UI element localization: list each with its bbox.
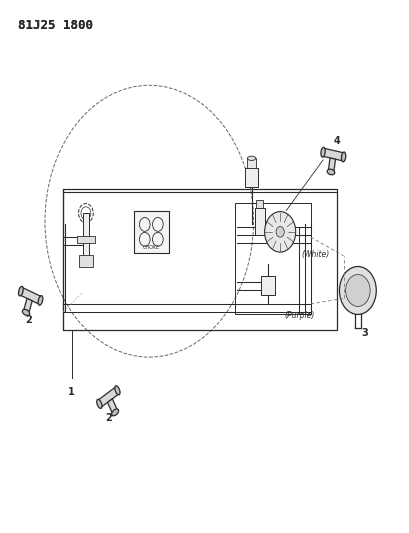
Bar <box>63 189 337 330</box>
Bar <box>235 203 311 314</box>
Ellipse shape <box>342 152 346 162</box>
Bar <box>77 236 95 243</box>
Text: 81J25 1800: 81J25 1800 <box>18 19 93 31</box>
Bar <box>83 213 89 259</box>
Ellipse shape <box>22 309 30 316</box>
Ellipse shape <box>247 156 256 160</box>
Ellipse shape <box>112 409 119 416</box>
Circle shape <box>346 274 370 306</box>
Text: 1: 1 <box>68 387 75 397</box>
Bar <box>247 158 256 168</box>
Text: 2: 2 <box>25 315 32 325</box>
Ellipse shape <box>97 399 102 408</box>
Ellipse shape <box>115 386 120 395</box>
Bar <box>261 276 275 295</box>
Bar <box>255 208 265 235</box>
Polygon shape <box>23 298 32 313</box>
Circle shape <box>339 266 376 314</box>
Ellipse shape <box>327 169 335 175</box>
Text: (White): (White) <box>301 251 330 259</box>
FancyBboxPatch shape <box>134 211 169 253</box>
Text: (Purple): (Purple) <box>284 311 315 320</box>
Text: 3: 3 <box>362 328 368 338</box>
Polygon shape <box>20 287 42 304</box>
Polygon shape <box>98 387 119 407</box>
Text: 4: 4 <box>334 136 341 146</box>
Circle shape <box>265 212 296 252</box>
Bar <box>245 168 258 187</box>
Text: 2: 2 <box>105 414 112 423</box>
Circle shape <box>276 227 284 237</box>
Ellipse shape <box>321 147 325 157</box>
Polygon shape <box>323 148 344 161</box>
Bar <box>79 255 93 266</box>
Bar <box>256 200 263 208</box>
Text: 81J25 1800: 81J25 1800 <box>18 19 93 31</box>
Ellipse shape <box>38 296 43 305</box>
Polygon shape <box>108 399 117 414</box>
Polygon shape <box>328 158 335 173</box>
Text: CHOKE: CHOKE <box>143 245 160 251</box>
Ellipse shape <box>18 286 23 296</box>
